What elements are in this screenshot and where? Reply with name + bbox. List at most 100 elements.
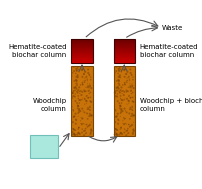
Point xyxy=(118,90,121,93)
Point xyxy=(77,70,81,73)
Point xyxy=(86,117,89,120)
Point xyxy=(76,66,79,69)
Point xyxy=(78,98,81,101)
Point xyxy=(71,92,74,95)
Point xyxy=(75,119,78,122)
Point xyxy=(76,107,79,110)
Point xyxy=(128,112,131,115)
Point xyxy=(119,108,123,111)
Bar xyxy=(114,62,135,63)
Point xyxy=(115,115,118,118)
Point xyxy=(86,78,89,81)
Point xyxy=(89,78,92,81)
Point xyxy=(119,126,123,129)
Point xyxy=(127,123,130,126)
Point xyxy=(117,70,121,73)
Point xyxy=(83,103,86,106)
Point xyxy=(130,85,134,88)
Point xyxy=(125,90,128,93)
Point xyxy=(77,94,80,97)
Point xyxy=(82,129,85,132)
Point xyxy=(125,134,128,137)
Point xyxy=(132,100,135,103)
Point xyxy=(86,96,90,99)
Point xyxy=(116,85,120,88)
Point xyxy=(130,112,134,115)
Point xyxy=(116,133,119,136)
Bar xyxy=(114,57,135,58)
Point xyxy=(77,112,80,115)
Point xyxy=(130,83,134,86)
Point xyxy=(129,68,132,71)
Point xyxy=(80,69,83,72)
Text: Input
solution: Input solution xyxy=(30,140,58,153)
Point xyxy=(117,80,120,83)
Point xyxy=(116,72,120,75)
Point xyxy=(127,86,130,89)
Point xyxy=(119,76,122,79)
Point xyxy=(132,131,135,134)
Point xyxy=(117,67,120,70)
Point xyxy=(83,89,86,92)
Point xyxy=(88,123,92,126)
Point xyxy=(81,68,84,71)
Point xyxy=(76,91,79,94)
Point xyxy=(125,91,128,94)
Point xyxy=(76,133,79,136)
Point xyxy=(113,131,117,134)
Point xyxy=(123,128,126,131)
Point xyxy=(121,119,124,122)
Bar xyxy=(114,52,135,53)
Text: Waste: Waste xyxy=(162,25,183,31)
Point xyxy=(118,67,121,70)
Point xyxy=(127,75,130,78)
Point xyxy=(85,112,89,115)
Point xyxy=(76,76,79,79)
Point xyxy=(73,89,77,92)
Bar xyxy=(72,41,93,42)
Point xyxy=(123,97,127,100)
Point xyxy=(125,111,128,114)
Point xyxy=(131,109,134,112)
Point xyxy=(88,108,92,112)
Point xyxy=(115,133,118,136)
Point xyxy=(120,98,123,101)
Point xyxy=(74,86,78,89)
Point xyxy=(125,97,129,100)
Point xyxy=(132,87,135,90)
Point xyxy=(123,117,127,120)
Bar xyxy=(72,60,93,61)
Point xyxy=(79,122,82,125)
Bar xyxy=(114,62,135,64)
Bar xyxy=(114,56,135,57)
Point xyxy=(132,121,135,124)
Point xyxy=(84,132,87,135)
Point xyxy=(85,94,88,98)
Point xyxy=(119,132,122,135)
Point xyxy=(75,75,78,78)
Point xyxy=(113,71,117,74)
Point xyxy=(116,86,119,89)
Bar xyxy=(114,41,135,42)
Point xyxy=(90,127,93,130)
Point xyxy=(72,132,76,136)
Point xyxy=(75,90,79,93)
Bar xyxy=(114,48,135,49)
Point xyxy=(79,89,82,92)
Point xyxy=(125,98,129,101)
Point xyxy=(118,66,121,69)
Point xyxy=(132,100,135,103)
Point xyxy=(84,86,88,89)
Point xyxy=(116,92,119,95)
Point xyxy=(130,73,133,76)
Point xyxy=(86,86,90,89)
Bar xyxy=(114,45,135,46)
Point xyxy=(75,67,79,70)
Point xyxy=(72,115,75,119)
Point xyxy=(131,108,134,112)
Point xyxy=(127,99,130,102)
Point xyxy=(78,109,81,112)
Point xyxy=(123,90,126,93)
Point xyxy=(120,126,123,129)
Point xyxy=(76,104,79,107)
